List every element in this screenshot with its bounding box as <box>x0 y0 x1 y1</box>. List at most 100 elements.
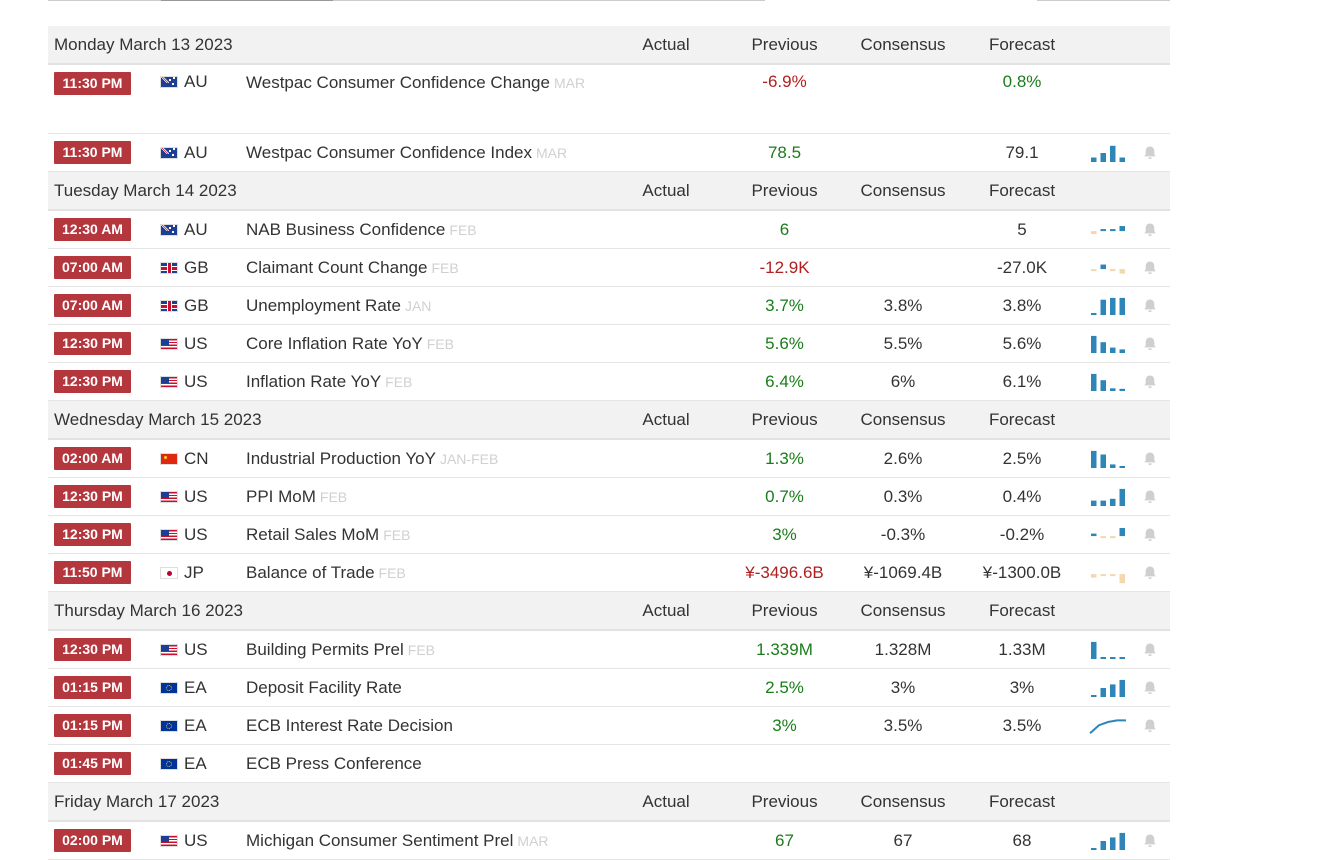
forecast-value: 2.5% <box>958 439 1087 478</box>
sparkline-bar <box>1091 450 1097 468</box>
chart-cell[interactable] <box>1086 706 1131 745</box>
bell-icon[interactable] <box>1142 298 1158 314</box>
event-name-link[interactable]: Westpac Consumer Confidence Change <box>246 73 550 92</box>
alert-cell[interactable] <box>1130 248 1171 287</box>
chart-cell[interactable] <box>1086 630 1131 669</box>
bell-icon[interactable] <box>1142 336 1158 352</box>
alert-cell[interactable] <box>1130 744 1171 783</box>
alert-cell[interactable] <box>1130 553 1171 592</box>
event-row[interactable]: 11:30 PM AU Westpac Consumer Confidence In… <box>48 133 1171 172</box>
chart-cell[interactable] <box>1086 477 1131 516</box>
alert-cell[interactable] <box>1130 64 1171 134</box>
flag-us-icon <box>160 643 178 656</box>
event-name-link[interactable]: Building Permits Prel <box>246 639 404 659</box>
bell-icon[interactable] <box>1142 565 1158 581</box>
alert-cell[interactable] <box>1130 668 1171 707</box>
time-badge: 12:30 PM <box>54 485 131 508</box>
chart-cell[interactable] <box>1086 286 1131 325</box>
country-code: JP <box>184 562 204 582</box>
country-cell: AU <box>160 64 246 134</box>
actual-value <box>611 362 722 401</box>
chart-cell[interactable] <box>1086 515 1131 554</box>
alert-cell[interactable] <box>1130 706 1171 745</box>
bell-icon[interactable] <box>1142 374 1158 390</box>
event-row[interactable]: 12:30 PM US Retail Sales MoM FEB 3% -0.3% -0.2… <box>48 515 1171 554</box>
sparkline-chart <box>1091 264 1126 274</box>
alert-cell[interactable] <box>1130 210 1171 249</box>
event-name-link[interactable]: Retail Sales MoM <box>246 524 380 544</box>
bell-icon[interactable] <box>1142 260 1158 276</box>
alert-cell[interactable] <box>1130 324 1171 363</box>
event-name-link[interactable]: Industrial Production YoY <box>246 448 436 468</box>
event-row[interactable]: 11:50 PM JP Balance of Trade FEB ¥-3496.6B ¥-… <box>48 553 1171 592</box>
event-row[interactable]: 12:30 PM US Inflation Rate YoY FEB 6.4% 6% 6.1… <box>48 362 1171 401</box>
chart-cell[interactable] <box>1086 821 1131 860</box>
alert-cell[interactable] <box>1130 630 1171 669</box>
chart-cell[interactable] <box>1086 324 1131 363</box>
chart-cell[interactable] <box>1086 553 1131 592</box>
forecast-value: 3% <box>958 668 1087 707</box>
bell-icon[interactable] <box>1142 222 1158 238</box>
event-row[interactable]: 07:00 AM GB Unemployment Rate JAN 3.7% 3.8% 3.… <box>48 286 1171 325</box>
event-name-link[interactable]: Westpac Consumer Confidence Index <box>246 142 533 162</box>
bell-icon[interactable] <box>1142 451 1158 467</box>
alert-cell[interactable] <box>1130 362 1171 401</box>
event-row[interactable]: 07:00 AM GB Claimant Count Change FEB -12.9K… <box>48 248 1171 287</box>
event-name-link[interactable]: Michigan Consumer Sentiment Prel <box>246 830 514 850</box>
event-row[interactable]: 12:30 PM US Building Permits Prel FEB 1.339M… <box>48 630 1171 669</box>
bell-icon[interactable] <box>1142 145 1158 161</box>
event-name-link[interactable]: PPI MoM <box>246 486 316 506</box>
event-cell: Inflation Rate YoY FEB <box>246 362 612 401</box>
time-cell: 12:30 AM <box>48 210 160 249</box>
bell-icon[interactable] <box>1142 833 1158 849</box>
event-row[interactable]: 02:00 PM US Michigan Consumer Sentiment Pr… <box>48 821 1171 860</box>
event-name-link[interactable]: Unemployment Rate <box>246 295 401 315</box>
bell-icon[interactable] <box>1142 489 1158 505</box>
event-name-link[interactable]: Core Inflation Rate YoY <box>246 333 423 353</box>
alert-cell[interactable] <box>1130 477 1171 516</box>
chart-cell[interactable] <box>1086 210 1131 249</box>
event-name-link[interactable]: ECB Press Conference <box>246 753 422 773</box>
event-name-link[interactable]: ECB Interest Rate Decision <box>246 715 453 735</box>
event-row[interactable]: 01:15 PM EA ECB Interest Rate Decision 3% 3.… <box>48 706 1171 745</box>
column-header-consensus: Consensus <box>848 591 959 631</box>
bell-icon[interactable] <box>1142 527 1158 543</box>
event-row[interactable]: 11:30 PM AU Westpac Consumer Confidence Ch… <box>48 64 1171 134</box>
chart-cell[interactable] <box>1086 439 1131 478</box>
event-row[interactable]: 01:45 PM EA ECB Press Conference <box>48 744 1171 783</box>
alert-cell[interactable] <box>1130 515 1171 554</box>
consensus-value <box>848 248 959 287</box>
actual-value <box>611 133 722 172</box>
chart-cell[interactable] <box>1086 248 1131 287</box>
event-row[interactable]: 12:30 PM US PPI MoM FEB 0.7% 0.3% 0.4% <box>48 477 1171 516</box>
alert-cell[interactable] <box>1130 439 1171 478</box>
event-row[interactable]: 02:00 AM CN Industrial Production YoY JAN-F… <box>48 439 1171 478</box>
sparkline-bar <box>1119 297 1126 315</box>
chart-cell[interactable] <box>1086 64 1131 134</box>
event-row[interactable]: 12:30 PM US Core Inflation Rate YoY FEB 5.6%… <box>48 324 1171 363</box>
column-header-previous: Previous <box>721 400 849 440</box>
event-name-link[interactable]: NAB Business Confidence <box>246 219 446 239</box>
alert-cell[interactable] <box>1130 821 1171 860</box>
time-cell: 07:00 AM <box>48 248 160 287</box>
time-cell: 02:00 PM <box>48 821 160 860</box>
alert-cell[interactable] <box>1130 133 1171 172</box>
chart-cell[interactable] <box>1086 744 1131 783</box>
chart-cell[interactable] <box>1086 362 1131 401</box>
event-name-link[interactable]: Claimant Count Change <box>246 257 428 277</box>
bell-icon[interactable] <box>1142 642 1158 658</box>
flag-jp-icon <box>160 566 178 579</box>
alert-cell[interactable] <box>1130 286 1171 325</box>
sparkline-bar <box>1119 832 1126 850</box>
event-row[interactable]: 12:30 AM AU NAB Business Confidence FEB 6 5 <box>48 210 1171 249</box>
event-row[interactable]: 01:15 PM EA Deposit Facility Rate 2.5% 3% 3% <box>48 668 1171 707</box>
event-name-link[interactable]: Deposit Facility Rate <box>246 677 402 697</box>
event-name-link[interactable]: Inflation Rate YoY <box>246 371 382 391</box>
chart-cell[interactable] <box>1086 668 1131 707</box>
country-cell: US <box>160 324 246 363</box>
sparkline-bar <box>1110 387 1116 391</box>
chart-cell[interactable] <box>1086 133 1131 172</box>
event-name-link[interactable]: Balance of Trade <box>246 562 375 582</box>
bell-icon[interactable] <box>1142 718 1158 734</box>
bell-icon[interactable] <box>1142 680 1158 696</box>
